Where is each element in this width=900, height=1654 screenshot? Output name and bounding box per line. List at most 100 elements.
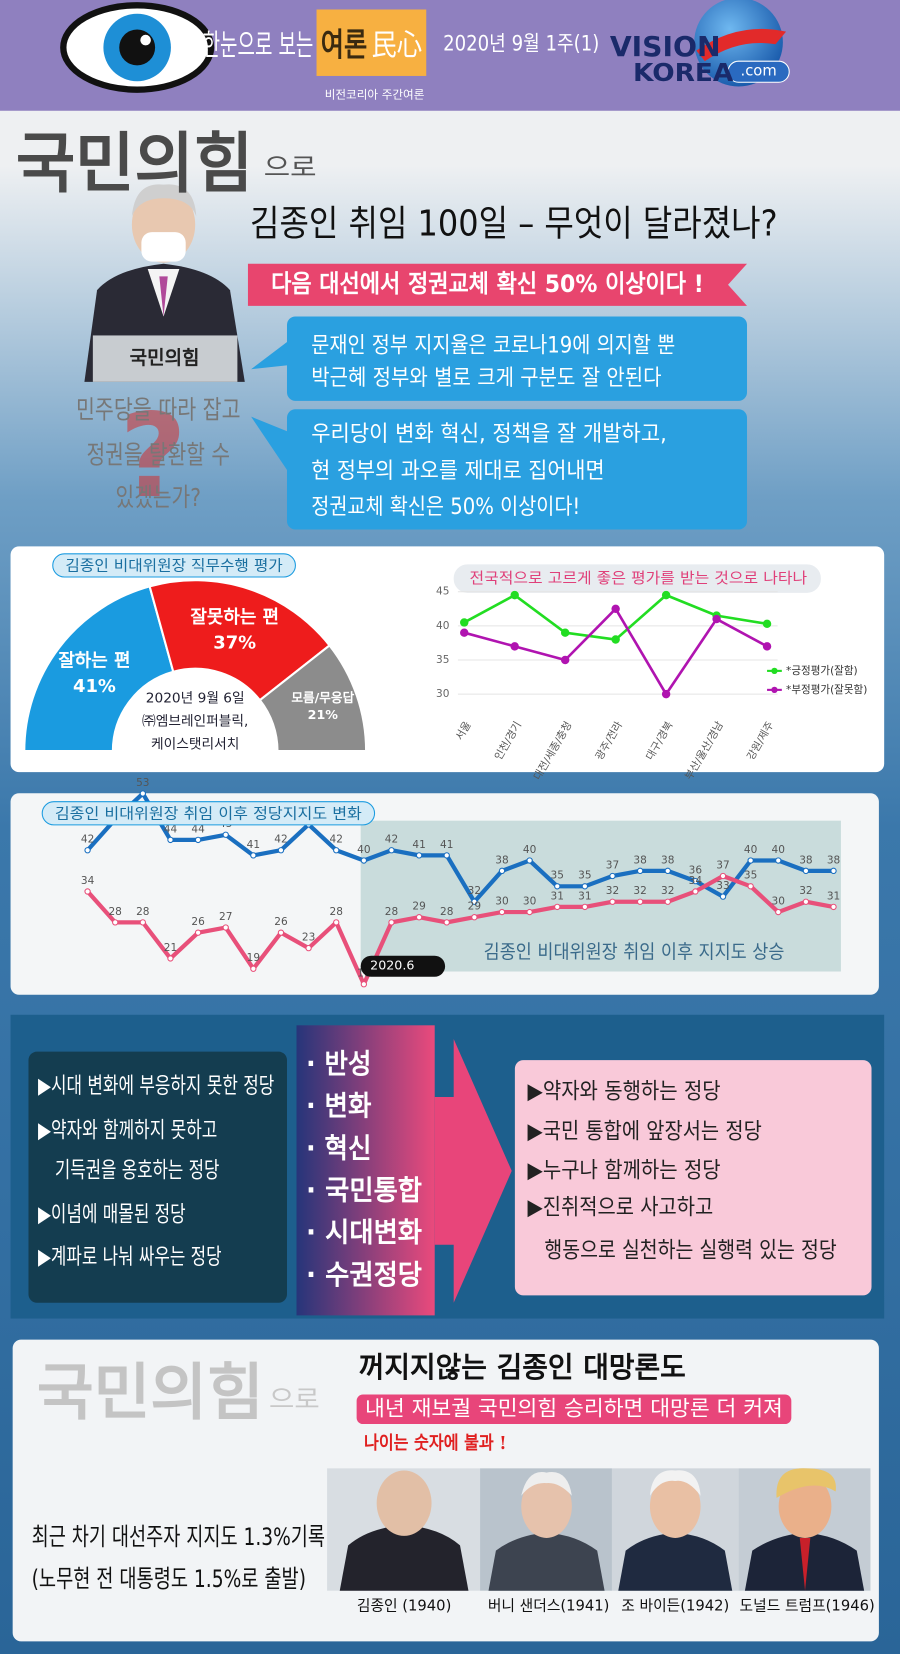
data-label: 41 bbox=[412, 839, 425, 851]
title-badge bbox=[316, 9, 427, 76]
point bbox=[443, 852, 450, 859]
data-label: 23 bbox=[302, 932, 315, 944]
point bbox=[360, 857, 368, 864]
header-title: 한눈으로 보는 bbox=[203, 28, 314, 62]
keyword: · 반성 bbox=[306, 1049, 371, 1080]
headline: 김종인 취임 100일 – 무엇이 달라졌나? bbox=[250, 204, 778, 245]
person-mask bbox=[141, 232, 186, 262]
point bbox=[611, 635, 620, 644]
point bbox=[609, 898, 616, 905]
data-label: 30 bbox=[772, 896, 785, 908]
arrow bbox=[434, 1039, 512, 1303]
podium bbox=[92, 335, 238, 382]
point bbox=[305, 944, 312, 952]
data-label: 44 bbox=[164, 823, 178, 835]
data-label: 41 bbox=[440, 839, 453, 851]
point bbox=[194, 836, 202, 844]
point bbox=[471, 898, 478, 905]
point bbox=[526, 908, 533, 916]
slice-value: 37% bbox=[213, 632, 256, 653]
pupil bbox=[119, 29, 156, 66]
point bbox=[664, 898, 671, 905]
portrait-tie bbox=[799, 1537, 811, 1591]
point bbox=[762, 642, 772, 651]
calligraphy: 으로 bbox=[264, 153, 317, 182]
logo-pill bbox=[727, 60, 790, 83]
question-text: 있겠는가? bbox=[116, 483, 201, 512]
chart-note: ㈜엠브레인퍼블릭, bbox=[142, 714, 248, 730]
bubble-1 bbox=[286, 316, 748, 401]
data-label: 40 bbox=[772, 844, 785, 856]
calligraphy: 국민의힘 bbox=[16, 126, 253, 202]
y-tick-label: 35 bbox=[436, 654, 449, 666]
data-label: 40 bbox=[523, 844, 536, 856]
point bbox=[250, 965, 257, 972]
compare-middle bbox=[296, 1025, 435, 1316]
person-hair bbox=[131, 184, 197, 217]
compare-text: 기득권을 옹호하는 정당 bbox=[55, 1157, 220, 1183]
portrait-hair bbox=[521, 1472, 572, 1496]
portrait-face bbox=[521, 1474, 572, 1538]
point bbox=[560, 655, 570, 665]
point bbox=[719, 893, 727, 900]
point bbox=[360, 981, 368, 988]
data-label: 35 bbox=[744, 870, 757, 882]
annotation: 김종인 비대위원장 취임 이후 지지도 상승 bbox=[484, 941, 785, 963]
data-label: 28 bbox=[108, 906, 121, 918]
chart-title: 전국적으로 고르게 좋은 평가를 받는 것으로 나타나 bbox=[470, 570, 808, 587]
banner-text: 내년 재보궐 국민의힘 승리하면 대망론 더 커져 bbox=[365, 1395, 783, 1420]
point bbox=[636, 898, 644, 905]
bubble-text: 정권교체 확신은 50% 이상이다! bbox=[311, 494, 580, 520]
point bbox=[510, 590, 519, 600]
person-name: 버니 샌더스(1941) bbox=[488, 1598, 610, 1615]
title-pill bbox=[453, 564, 821, 593]
data-label: 38 bbox=[633, 854, 646, 866]
data-label: 32 bbox=[799, 885, 812, 897]
data-label: 28 bbox=[385, 906, 398, 918]
slice-value: 21% bbox=[308, 707, 339, 722]
question-text: 민주당을 따라 잡고 bbox=[76, 395, 241, 424]
bubble-text: 문재인 정부 지지율은 코로나19에 의지할 뿐 bbox=[311, 332, 675, 358]
data-label: 31 bbox=[827, 890, 840, 902]
portrait-hair bbox=[776, 1468, 836, 1498]
compare-right bbox=[514, 1060, 872, 1296]
point bbox=[830, 903, 837, 911]
chart-note: 2020년 9월 6일 bbox=[146, 690, 245, 706]
portrait-face bbox=[649, 1474, 701, 1538]
data-label: 42 bbox=[274, 834, 287, 846]
data-label: 53 bbox=[136, 777, 149, 789]
point bbox=[250, 852, 257, 859]
slice-label: 잘못하는 편 bbox=[190, 607, 279, 628]
header-title: 民心 bbox=[371, 28, 422, 62]
portrait-hair bbox=[649, 1470, 701, 1496]
compare-text: ▶국민 통합에 앞장서는 정당 bbox=[528, 1118, 762, 1144]
point bbox=[84, 847, 91, 854]
bubble-2 bbox=[286, 409, 748, 530]
data-label: 41 bbox=[247, 839, 260, 851]
point bbox=[222, 831, 229, 838]
point bbox=[581, 903, 589, 911]
compare-text: ▶누구나 함께하는 정당 bbox=[528, 1157, 721, 1183]
data-label: 33 bbox=[716, 880, 729, 892]
legend-label: *긍정평가(잘함) bbox=[786, 665, 858, 677]
point bbox=[802, 898, 810, 905]
data-label: 26 bbox=[191, 916, 205, 928]
header-title: 여론 bbox=[321, 27, 367, 63]
data-label: 32 bbox=[606, 885, 619, 897]
data-label: 26 bbox=[274, 916, 288, 928]
point bbox=[747, 883, 754, 890]
portraits bbox=[327, 1468, 871, 1591]
pie-slice bbox=[258, 643, 368, 753]
point bbox=[84, 888, 91, 895]
point bbox=[139, 790, 146, 797]
chart-note: 케이스탯리서치 bbox=[151, 737, 239, 753]
data-label: 34 bbox=[689, 875, 703, 887]
point bbox=[554, 903, 561, 911]
portrait-suit bbox=[618, 1532, 733, 1591]
point bbox=[775, 857, 782, 864]
data-label: 37 bbox=[716, 859, 729, 871]
point bbox=[388, 847, 395, 854]
header-subtitle: 비전코리아 주간여론 bbox=[325, 87, 425, 101]
data-label: 35 bbox=[578, 870, 591, 882]
